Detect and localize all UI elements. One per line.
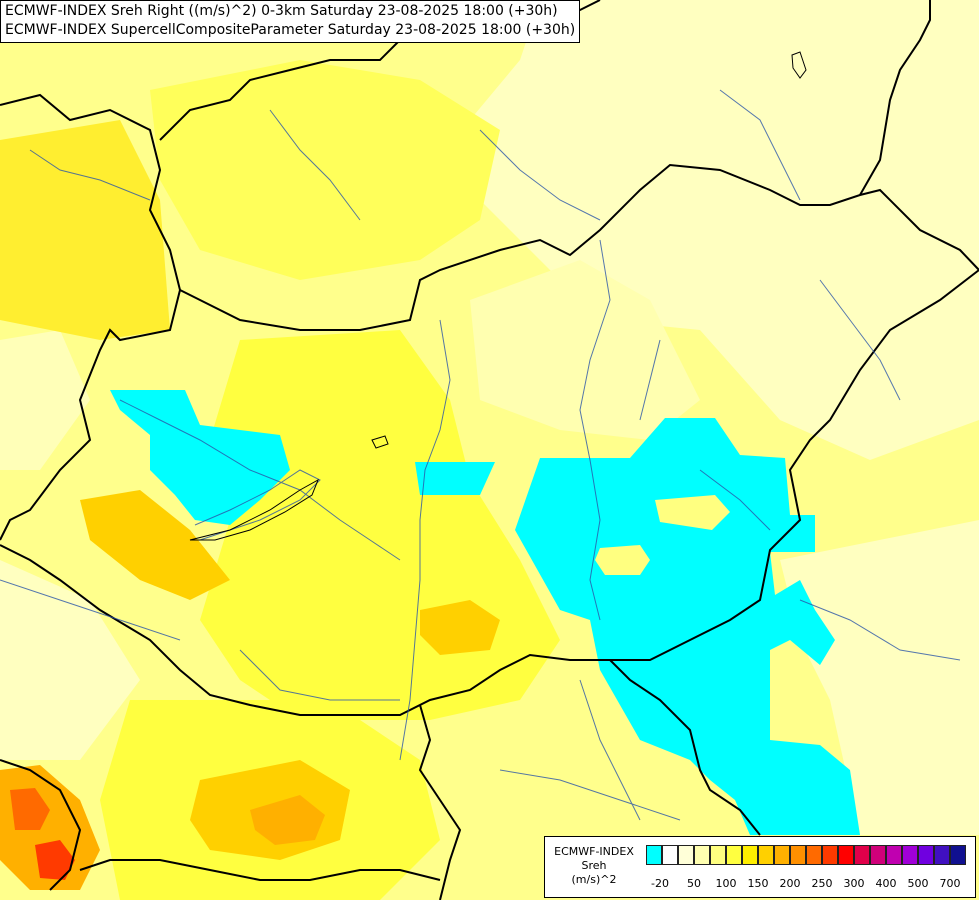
legend-tick-label: 250 [811, 877, 833, 890]
legend-swatch [742, 845, 758, 865]
title-line-2: ECMWF-INDEX SupercellCompositeParameter … [5, 22, 576, 38]
legend-swatch [854, 845, 870, 865]
legend-swatch [694, 845, 710, 865]
legend-tick-label: 150 [747, 877, 769, 890]
legend-swatch [934, 845, 950, 865]
legend-swatch [646, 845, 662, 865]
orange-patch-south-inner [250, 795, 325, 845]
legend-tick-label: 400 [875, 877, 897, 890]
cyan-area-center [415, 462, 495, 495]
pale-field-southeast [780, 520, 979, 835]
red-patch-southwest [10, 788, 50, 830]
legend-swatch [662, 845, 678, 865]
cyan-area-west [110, 390, 290, 525]
legend-tick-label: 100 [715, 877, 737, 890]
legend-swatch [710, 845, 726, 865]
legend-tick-label: 300 [843, 877, 865, 890]
red-patch-southwest-2 [35, 840, 75, 880]
legend-title: ECMWF-INDEX Sreh (m/s)^2 [549, 845, 639, 887]
legend-tick-label: 700 [939, 877, 961, 890]
pale-field-center [470, 260, 700, 440]
legend-swatch [870, 845, 886, 865]
pale-field-west [0, 330, 90, 470]
yellow-hole-east-2 [595, 545, 650, 575]
legend-swatch [726, 845, 742, 865]
pale-field-east [470, 0, 979, 460]
orange-patch-center [420, 600, 500, 655]
legend-swatch [902, 845, 918, 865]
legend-title-line-3: (m/s)^2 [571, 873, 617, 886]
legend-tick-label: -20 [651, 877, 669, 890]
legend-swatch [838, 845, 854, 865]
legend-swatch [790, 845, 806, 865]
legend-title-line-1: ECMWF-INDEX [554, 845, 634, 858]
legend-title-line-2: Sreh [581, 859, 607, 872]
legend-ticks: -20 50 100 150 200 250 300 400 500 700 [646, 877, 971, 891]
legend-swatch [678, 845, 694, 865]
legend-swatch [822, 845, 838, 865]
lakes [189, 51, 807, 541]
legend-swatch [758, 845, 774, 865]
rivers [0, 89, 961, 821]
legend-swatch [774, 845, 790, 865]
map-title-box: ECMWF-INDEX Sreh Right ((m/s)^2) 0-3km S… [0, 0, 581, 43]
pale-field-southwest [0, 560, 140, 760]
yellow-hole-east [655, 495, 730, 530]
legend-swatch [886, 845, 902, 865]
legend-swatch [918, 845, 934, 865]
orange-patch-west [80, 490, 230, 600]
legend-swatch [806, 845, 822, 865]
cyan-area-east [515, 418, 860, 835]
legend-swatches [646, 845, 966, 865]
legend-swatch [950, 845, 966, 865]
title-line-1: ECMWF-INDEX Sreh Right ((m/s)^2) 0-3km S… [5, 3, 558, 19]
legend-tick-label: 500 [907, 877, 929, 890]
legend-tick-label: 200 [779, 877, 801, 890]
legend-tick-label: 50 [687, 877, 701, 890]
yellow-belt-north [150, 60, 500, 280]
yellow-belt-west [0, 120, 170, 340]
color-legend: ECMWF-INDEX Sreh (m/s)^2 -20 50 100 150 200 2… [544, 836, 976, 898]
